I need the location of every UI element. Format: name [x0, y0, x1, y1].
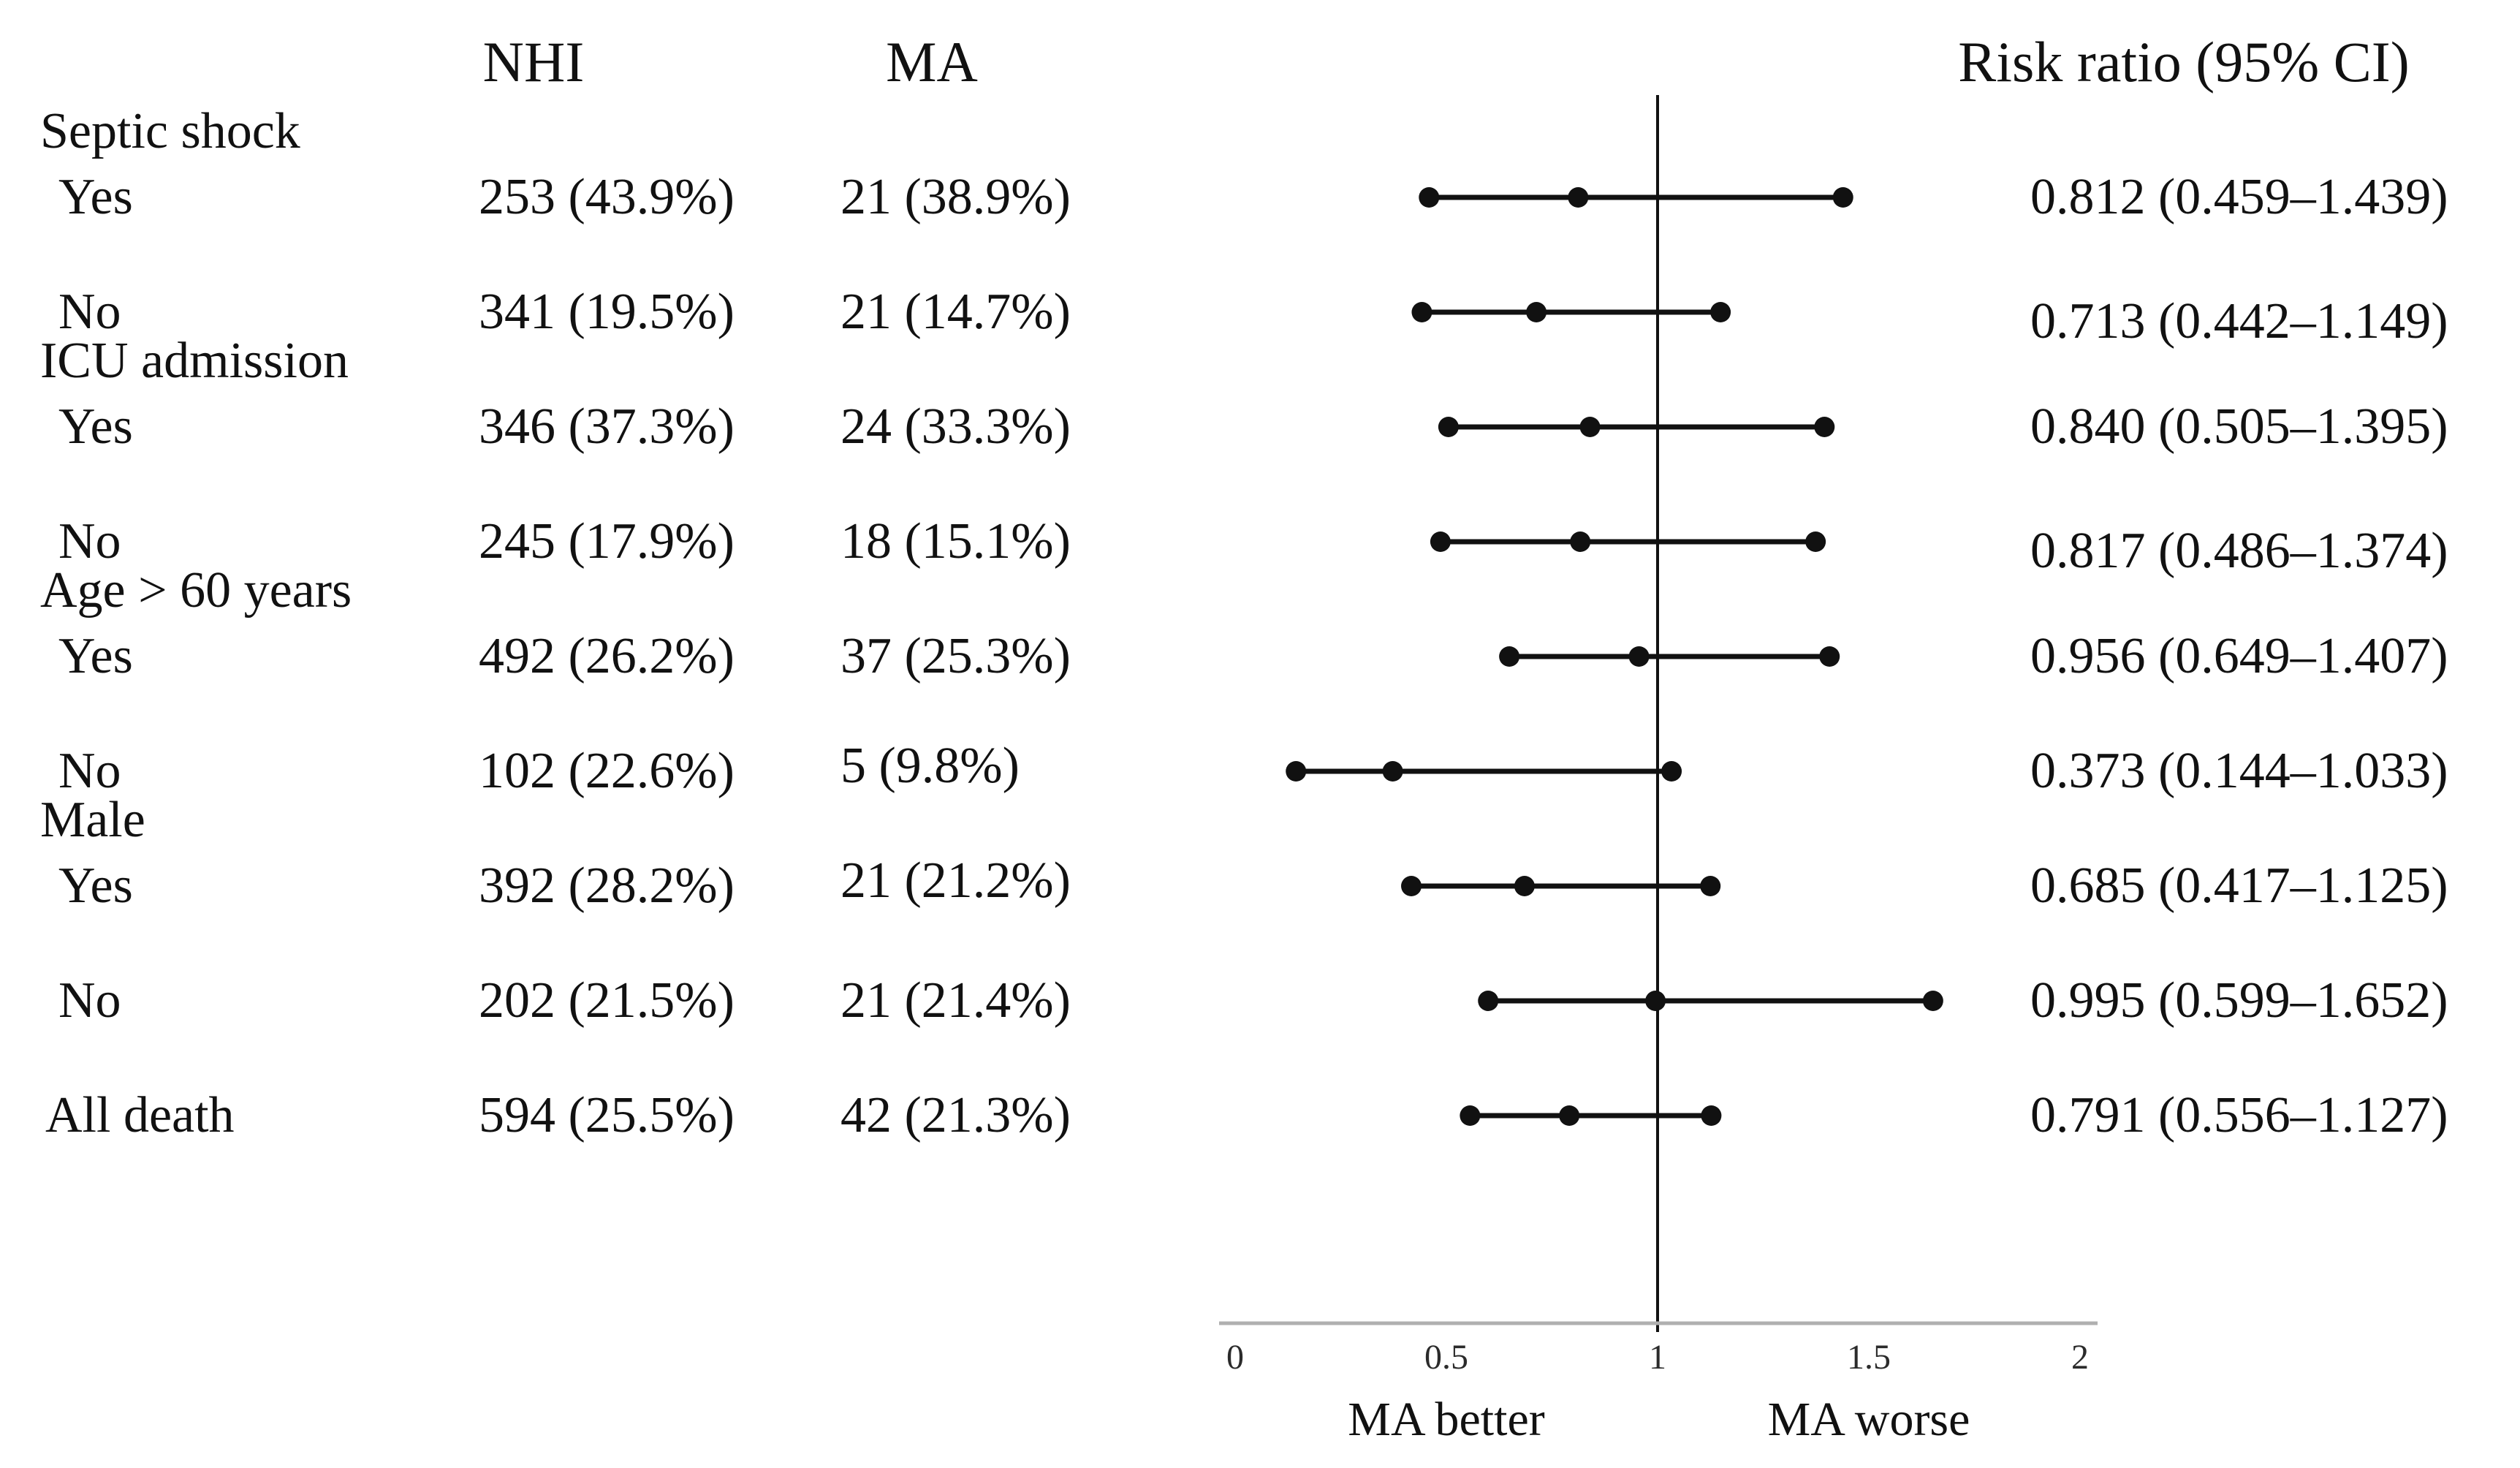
- group-label: ICU admission: [40, 333, 349, 389]
- row-label: All death: [45, 1087, 235, 1143]
- row-label: No: [58, 513, 121, 570]
- column-header-nhi: NHI: [482, 30, 585, 94]
- ci-bound-dot: [1814, 417, 1835, 437]
- ci-bound-dot: [1430, 531, 1451, 552]
- nhi-value: 245 (17.9%): [479, 513, 735, 570]
- risk-ratio-value: 0.995 (0.599–1.652): [2030, 972, 2448, 1029]
- ma-value: 18 (15.1%): [840, 513, 1071, 570]
- ci-bound-dot: [1805, 531, 1826, 552]
- ci-bound-dot: [1499, 646, 1520, 667]
- risk-ratio-value: 0.840 (0.505–1.395): [2030, 398, 2448, 455]
- row-label: No: [58, 284, 121, 340]
- axis-tick-2: 2: [2071, 1338, 2089, 1377]
- nhi-value: 492 (26.2%): [479, 628, 735, 684]
- point-estimate-dot: [1570, 531, 1591, 552]
- risk-ratio-value: 0.713 (0.442–1.149): [2030, 293, 2448, 349]
- risk-ratio-value: 0.956 (0.649–1.407): [2030, 628, 2448, 684]
- point-estimate-dot: [1628, 646, 1650, 667]
- column-header-ma: MA: [886, 30, 978, 94]
- ma-value: 5 (9.8%): [840, 738, 1020, 794]
- row-label: Yes: [58, 858, 133, 914]
- nhi-value: 594 (25.5%): [479, 1087, 735, 1143]
- nhi-value: 253 (43.9%): [479, 169, 735, 225]
- risk-ratio-value: 0.812 (0.459–1.439): [2030, 169, 2448, 225]
- ma-value: 21 (14.7%): [840, 284, 1071, 340]
- group-label: Male: [40, 792, 145, 848]
- nhi-value: 341 (19.5%): [479, 284, 735, 340]
- risk-ratio-value: 0.373 (0.144–1.033): [2030, 743, 2448, 799]
- nhi-value: 392 (28.2%): [479, 858, 735, 914]
- column-header-risk-ratio: Risk ratio (95% CI): [1958, 30, 2410, 94]
- ci-bound-dot: [1401, 876, 1422, 896]
- row-label: Yes: [58, 398, 133, 455]
- axis-label-ma-worse: MA worse: [1767, 1393, 1970, 1446]
- axis-label-ma-better: MA better: [1348, 1393, 1545, 1446]
- nhi-value: 102 (22.6%): [479, 743, 735, 799]
- nhi-value: 346 (37.3%): [479, 398, 735, 455]
- ci-bound-dot: [1419, 187, 1440, 208]
- risk-ratio-value: 0.685 (0.417–1.125): [2030, 858, 2448, 914]
- group-label: Septic shock: [40, 103, 300, 159]
- axis-tick-0: 0: [1226, 1338, 1244, 1377]
- row-label: No: [58, 743, 121, 799]
- axis-tick-1-5: 1.5: [1847, 1338, 1891, 1377]
- ma-value: 24 (33.3%): [840, 398, 1071, 455]
- risk-ratio-value: 0.791 (0.556–1.127): [2030, 1087, 2448, 1143]
- risk-ratio-value: 0.817 (0.486–1.374): [2030, 523, 2448, 579]
- point-estimate-dot: [1568, 187, 1589, 208]
- axis-tick-0-5: 0.5: [1424, 1338, 1468, 1377]
- ci-bound-dot: [1478, 991, 1499, 1011]
- ma-value: 42 (21.3%): [840, 1087, 1071, 1143]
- ci-bound-dot: [1710, 302, 1731, 322]
- point-estimate-dot: [1579, 417, 1601, 437]
- group-label: Age > 60 years: [40, 562, 352, 618]
- point-estimate-dot: [1382, 761, 1403, 782]
- ci-bound-dot: [1411, 302, 1432, 322]
- ma-value: 21 (38.9%): [840, 169, 1071, 225]
- ci-bound-dot: [1661, 761, 1682, 782]
- ma-value: 21 (21.4%): [840, 972, 1071, 1029]
- ci-bound-dot: [1922, 991, 1943, 1011]
- ci-bound-dot: [1700, 876, 1721, 896]
- ci-bound-dot: [1701, 1105, 1722, 1126]
- ci-bound-dot: [1460, 1105, 1481, 1126]
- point-estimate-dot: [1514, 876, 1535, 896]
- row-label: Yes: [58, 169, 133, 225]
- point-estimate-dot: [1645, 991, 1666, 1011]
- ci-bound-dot: [1832, 187, 1853, 208]
- ci-bound-dot: [1819, 646, 1840, 667]
- row-label: No: [58, 972, 121, 1029]
- ci-bound-dot: [1286, 761, 1307, 782]
- nhi-value: 202 (21.5%): [479, 972, 735, 1029]
- row-label: Yes: [58, 628, 133, 684]
- point-estimate-dot: [1559, 1105, 1580, 1126]
- ma-value: 21 (21.2%): [840, 852, 1071, 909]
- axis-tick-1: 1: [1649, 1338, 1666, 1377]
- ci-bound-dot: [1438, 417, 1459, 437]
- point-estimate-dot: [1526, 302, 1547, 322]
- ma-value: 37 (25.3%): [840, 628, 1071, 684]
